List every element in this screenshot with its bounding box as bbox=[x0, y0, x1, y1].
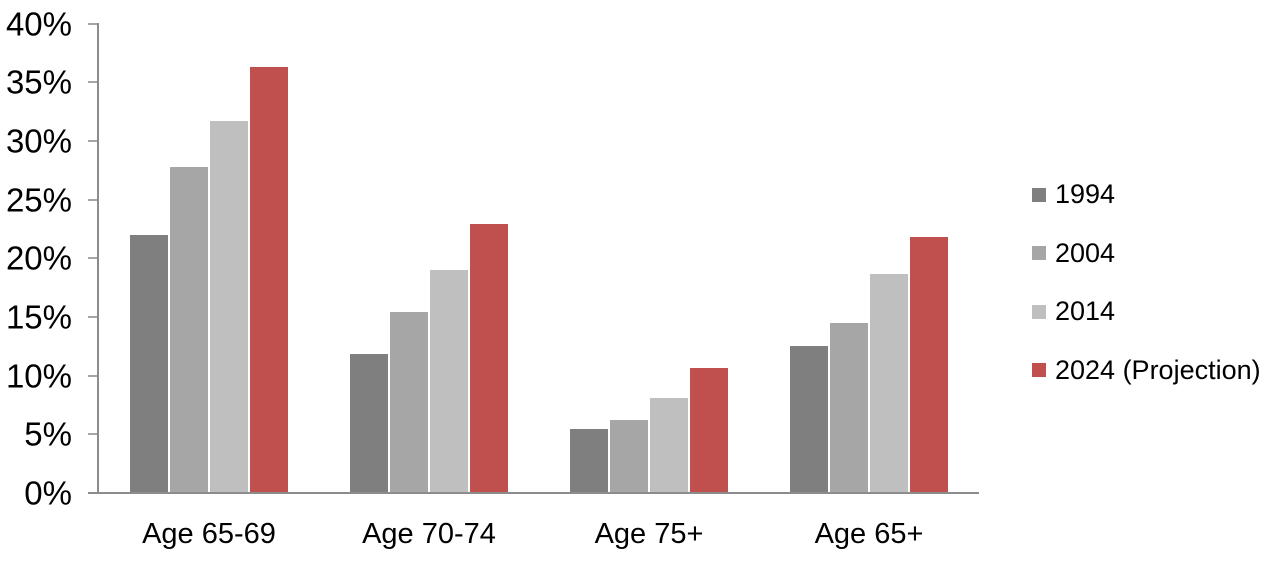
y-tick-label: 30% bbox=[5, 122, 72, 160]
bar-1994 bbox=[570, 428, 608, 492]
bar-1994 bbox=[130, 234, 168, 492]
legend-swatch-icon bbox=[1032, 363, 1046, 377]
bar-2024-projection- bbox=[910, 237, 948, 492]
y-tick-mark bbox=[88, 198, 97, 201]
bar-2014 bbox=[870, 273, 908, 492]
x-category-label: Age 65+ bbox=[814, 518, 924, 550]
bar-2014 bbox=[210, 121, 248, 492]
x-category-label: Age 75+ bbox=[594, 518, 704, 550]
y-tick-label: 10% bbox=[5, 357, 72, 395]
y-tick-mark bbox=[88, 315, 97, 318]
legend-swatch-icon bbox=[1032, 246, 1046, 260]
x-axis: Age 65-69 Age 70-74 Age 75+ Age 65+ bbox=[99, 518, 979, 551]
y-tick-mark bbox=[88, 257, 97, 260]
bar-group-age-65-69 bbox=[99, 23, 319, 492]
bar-2004 bbox=[170, 166, 208, 492]
y-axis-line bbox=[97, 23, 99, 493]
bar-2024-projection- bbox=[250, 67, 288, 492]
x-axis-line bbox=[88, 492, 979, 494]
plot-area bbox=[99, 23, 979, 492]
y-tick-label: 5% bbox=[24, 415, 72, 453]
legend-label: 1994 bbox=[1055, 179, 1116, 209]
bar-2024-projection- bbox=[690, 367, 728, 492]
y-tick-mark bbox=[88, 81, 97, 84]
bar-group-age-70-74 bbox=[319, 23, 539, 492]
bar-2014 bbox=[650, 398, 688, 492]
bar-2004 bbox=[610, 420, 648, 492]
legend-swatch-icon bbox=[1032, 304, 1046, 319]
legend-item-1994: 1994 bbox=[1032, 180, 1261, 209]
legend-label: 2024 (Projection) bbox=[1055, 354, 1261, 385]
bar-1994 bbox=[350, 353, 388, 492]
legend-swatch-icon bbox=[1032, 187, 1046, 202]
bar-group-age-65- bbox=[759, 23, 979, 492]
legend-item-2004: 2004 bbox=[1032, 239, 1261, 268]
y-tick-label: 25% bbox=[5, 181, 72, 219]
legend-label: 2014 bbox=[1055, 296, 1116, 326]
legend-item-2014: 2014 bbox=[1032, 297, 1261, 326]
y-tick-label: 35% bbox=[5, 63, 72, 101]
y-tick-mark bbox=[88, 433, 97, 436]
legend-item-2024-projection-: 2024 (Projection) bbox=[1032, 356, 1261, 385]
x-category-label: Age 70-74 bbox=[362, 518, 496, 550]
y-tick-mark bbox=[88, 22, 97, 25]
y-tick-label: 40% bbox=[5, 5, 72, 42]
y-tick-mark bbox=[88, 374, 97, 377]
bar-2024-projection- bbox=[470, 224, 508, 492]
y-tick-mark bbox=[88, 139, 97, 142]
bar-1994 bbox=[790, 346, 828, 492]
bar-2004 bbox=[390, 312, 428, 492]
bar-2004 bbox=[830, 322, 868, 492]
y-tick-label: 20% bbox=[5, 239, 72, 277]
legend-label: 2004 bbox=[1055, 237, 1116, 268]
y-tick-label: 15% bbox=[5, 298, 72, 336]
x-category-label: Age 65-69 bbox=[142, 518, 276, 550]
bar-2014 bbox=[430, 270, 468, 492]
bar-group-age-75- bbox=[539, 23, 759, 492]
y-tick-label: 0% bbox=[24, 474, 72, 512]
legend: 1994 2004 2014 2024 (Projection) bbox=[1032, 180, 1261, 414]
